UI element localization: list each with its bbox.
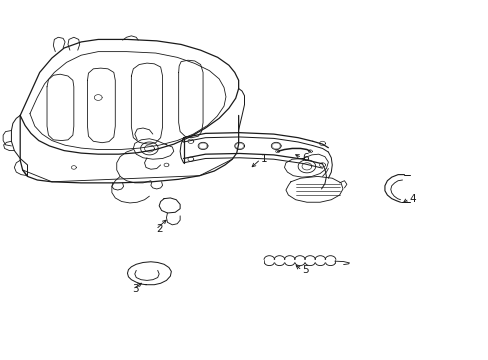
Text: 5: 5 (302, 265, 308, 275)
Text: 4: 4 (408, 194, 415, 204)
Text: 1: 1 (260, 154, 266, 164)
Text: 2: 2 (156, 225, 162, 234)
Text: 3: 3 (132, 284, 139, 294)
Text: 6: 6 (302, 153, 308, 163)
